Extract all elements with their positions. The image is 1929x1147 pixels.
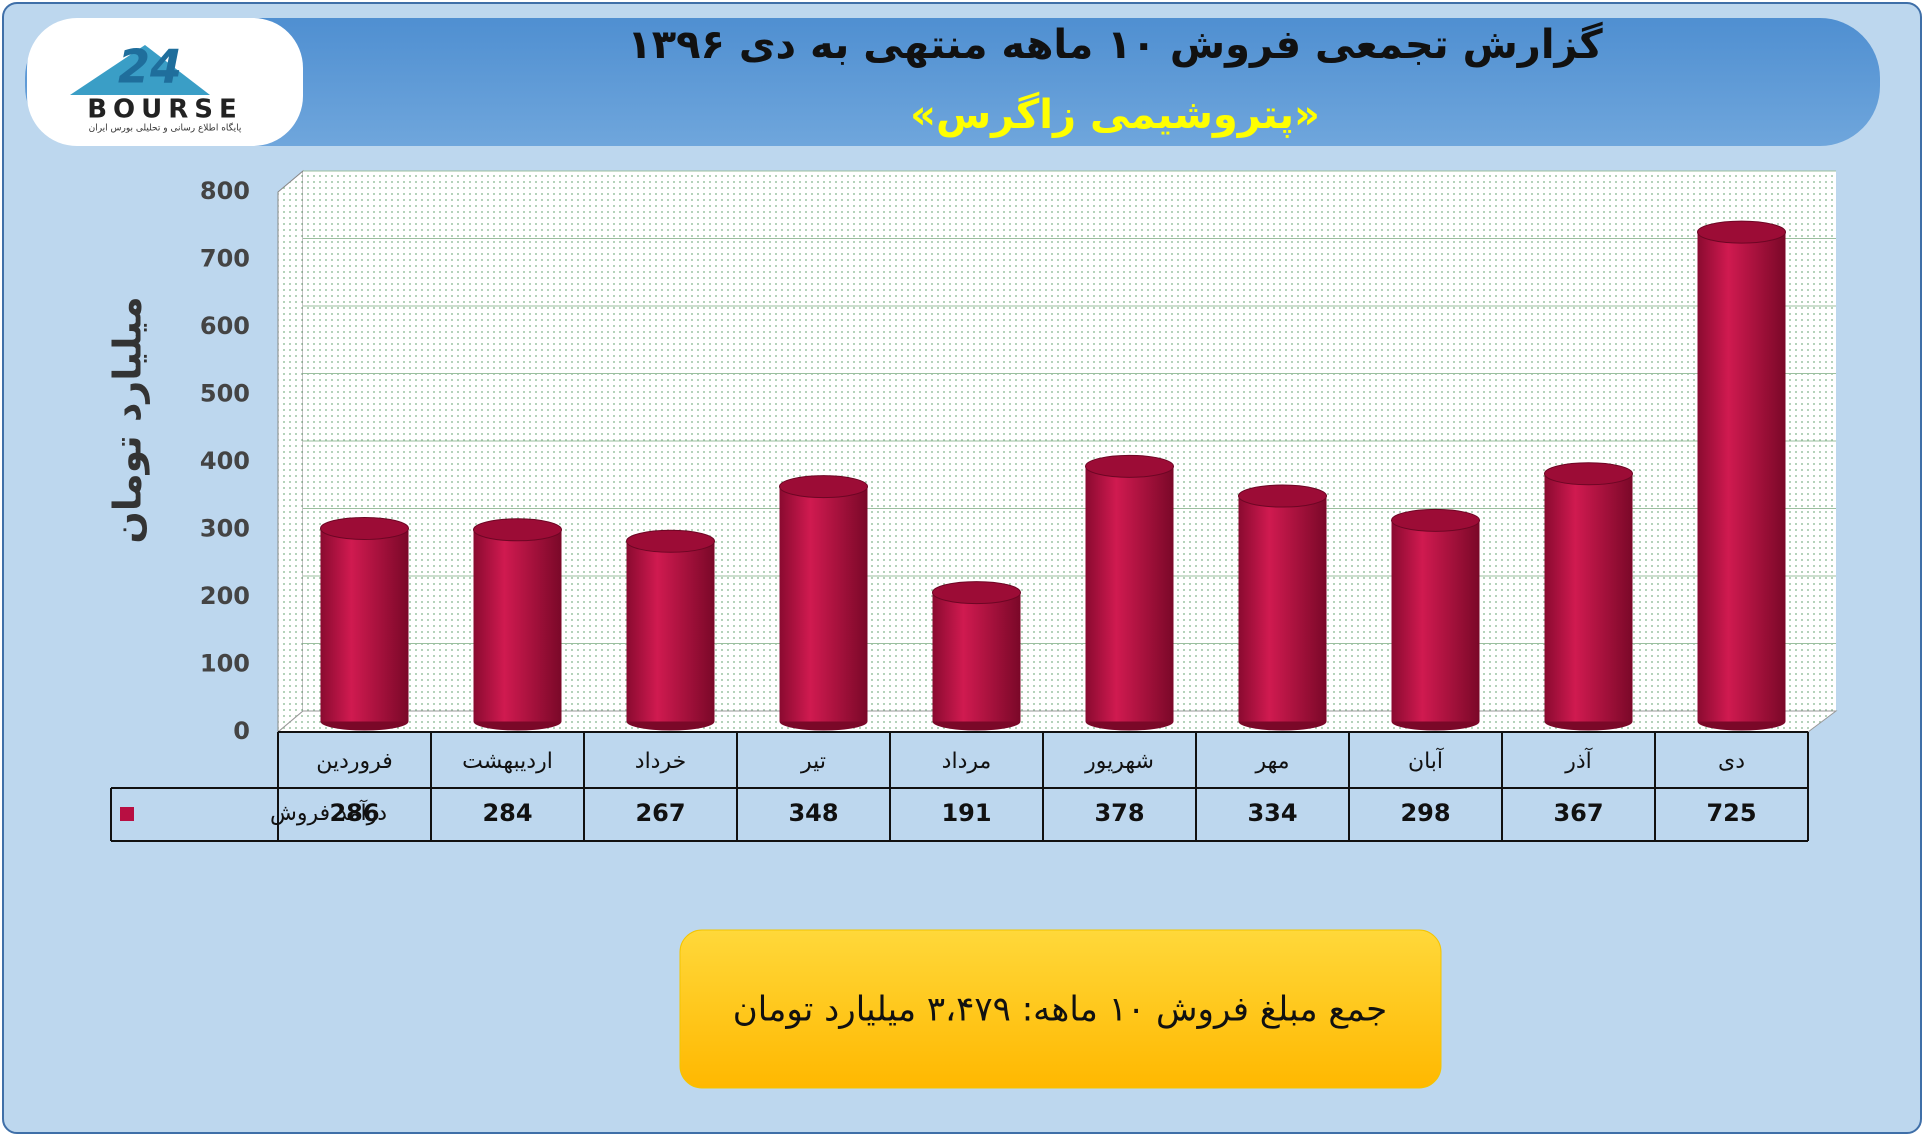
bar-cap <box>1544 462 1633 486</box>
x-tick-label: مهر <box>1254 749 1289 774</box>
x-tick-label: دی <box>1718 749 1745 774</box>
bar-cap <box>1697 220 1786 244</box>
table-value: 378 <box>1094 799 1144 827</box>
table-value: 191 <box>941 799 991 827</box>
x-tick-label: آبان <box>1408 747 1444 774</box>
x-tick-label: آذر <box>1564 747 1592 774</box>
bar-cap <box>320 516 409 540</box>
bar <box>1085 466 1174 722</box>
bar-cap <box>1085 454 1174 478</box>
y-tick-label: 300 <box>200 515 250 543</box>
table-value: 267 <box>635 799 685 827</box>
x-tick-label: فروردین <box>316 749 393 774</box>
bar-cap <box>473 518 562 542</box>
x-tick-label: شهریور <box>1084 749 1154 774</box>
table-value: 725 <box>1706 799 1756 827</box>
y-axis-label: میلیارد تومان <box>106 296 150 543</box>
banner <box>25 18 1880 146</box>
y-tick-label: 100 <box>200 650 250 678</box>
table-value: 286 <box>329 799 379 827</box>
y-tick-label: 800 <box>200 177 250 205</box>
bar <box>779 486 868 722</box>
bar-cap <box>1391 508 1480 532</box>
chart-subtitle: «پتروشیمی زاگرس» <box>910 91 1320 138</box>
table-value: 348 <box>788 799 838 827</box>
side-wall <box>277 169 304 734</box>
chart-title: گزارش تجمعی فروش ۱۰ ماهه منتهی به دی ۱۳۹… <box>627 21 1603 68</box>
table-value: 298 <box>1400 799 1450 827</box>
bar <box>473 529 562 722</box>
logo-tagline: پایگاه اطلاع رسانی و تحلیلی بورس ایران <box>89 122 242 134</box>
x-tick-label: خرداد <box>635 749 686 774</box>
y-tick-label: 600 <box>200 312 250 340</box>
y-tick-label: 500 <box>200 380 250 408</box>
bar <box>1544 473 1633 722</box>
bar <box>1697 232 1786 722</box>
bar <box>626 541 715 722</box>
bar-cap <box>1238 484 1327 508</box>
table-value: 334 <box>1247 799 1297 827</box>
bar <box>932 592 1021 722</box>
bar-cap <box>932 581 1021 605</box>
legend-label: درآمد فروش <box>270 799 387 826</box>
x-tick-label: اردیبهشت <box>462 749 553 774</box>
y-tick-label: 200 <box>200 582 250 610</box>
logo-text: BOURSE <box>87 95 243 125</box>
x-tick-label: تیر <box>800 749 826 774</box>
bar-cap <box>626 529 715 553</box>
bar <box>320 528 409 722</box>
x-tick-label: مرداد <box>942 749 992 774</box>
y-tick-label: 0 <box>233 717 250 745</box>
logo-shape <box>70 45 210 95</box>
logo-number: 24 <box>118 40 182 94</box>
table-value: 367 <box>1553 799 1603 827</box>
bar <box>1238 496 1327 722</box>
legend-swatch <box>120 807 134 821</box>
y-tick-label: 400 <box>200 447 250 475</box>
bar-cap <box>779 475 868 499</box>
y-tick-label: 700 <box>200 245 250 273</box>
summary-text: جمع مبلغ فروش ۱۰ ماهه: ۳،۴۷۹ میلیارد توم… <box>733 990 1387 1030</box>
bar <box>1391 520 1480 722</box>
table-value: 284 <box>482 799 532 827</box>
summary-box <box>679 929 1442 1089</box>
